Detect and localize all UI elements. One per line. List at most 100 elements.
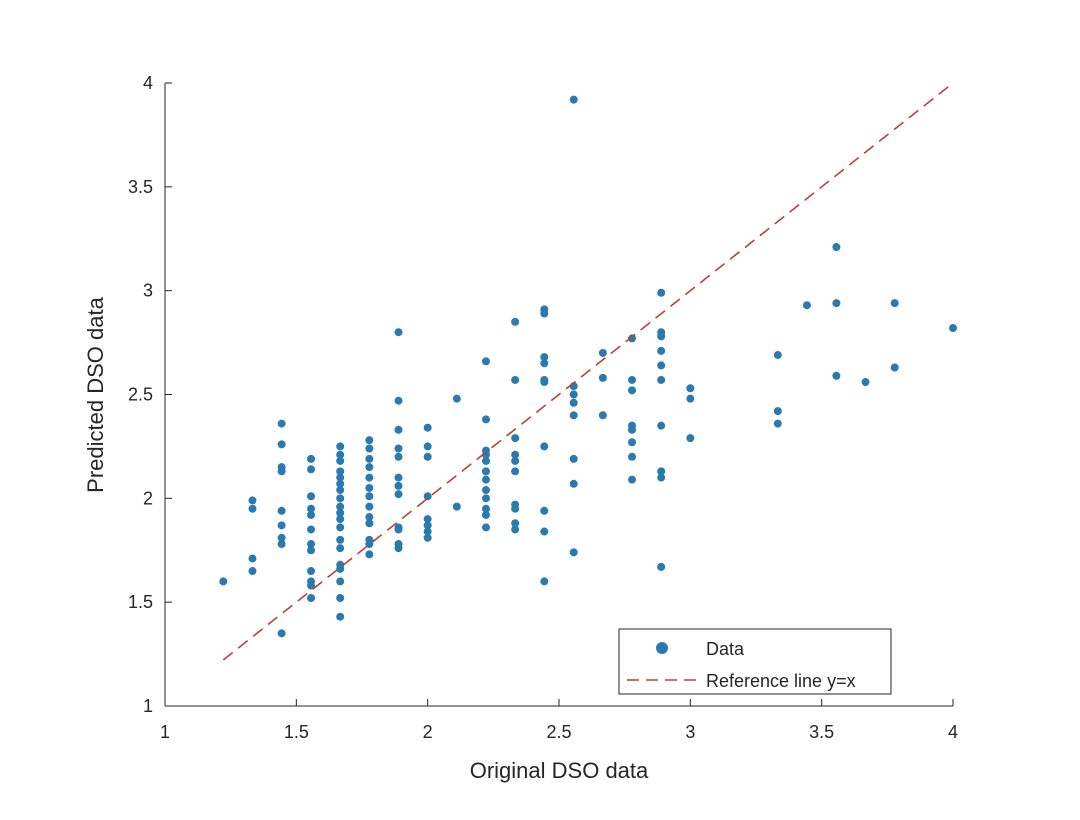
- data-point: [365, 540, 374, 549]
- x-tick-label: 2.5: [546, 722, 571, 742]
- data-point: [569, 454, 578, 463]
- data-point: [307, 492, 316, 501]
- data-point: [657, 467, 666, 476]
- data-point: [394, 544, 403, 553]
- data-point: [394, 444, 403, 453]
- reference-line: [222, 82, 954, 661]
- data-point: [481, 415, 490, 424]
- data-point: [336, 612, 345, 621]
- data-point: [365, 502, 374, 511]
- data-point: [394, 452, 403, 461]
- data-point: [423, 452, 432, 461]
- data-point: [511, 434, 520, 443]
- data-point: [336, 564, 345, 573]
- data-point: [598, 373, 607, 382]
- data-point: [394, 328, 403, 337]
- data-point: [657, 288, 666, 297]
- data-point: [307, 594, 316, 603]
- data-point: [423, 521, 432, 530]
- data-point: [569, 411, 578, 420]
- y-axis-label: Predicted DSO data: [83, 296, 108, 492]
- data-point: [365, 483, 374, 492]
- data-point: [657, 361, 666, 370]
- data-point: [540, 577, 549, 586]
- data-point: [481, 504, 490, 513]
- data-point: [336, 486, 345, 495]
- data-point: [336, 442, 345, 451]
- x-tick-label: 3.5: [809, 722, 834, 742]
- x-tick-label: 1.5: [284, 722, 309, 742]
- data-point: [394, 473, 403, 482]
- data-point: [277, 521, 286, 530]
- data-point: [890, 363, 899, 372]
- y-tick-label: 3.5: [128, 177, 153, 197]
- data-point: [336, 450, 345, 459]
- legend-marker-data: [656, 642, 668, 654]
- data-point: [511, 450, 520, 459]
- data-point: [540, 309, 549, 318]
- data-point: [628, 375, 637, 384]
- data-point: [423, 492, 432, 501]
- data-point: [336, 494, 345, 503]
- data-point: [657, 346, 666, 355]
- data-point: [365, 519, 374, 528]
- data-point: [481, 456, 490, 465]
- legend-label-reference: Reference line y=x: [706, 671, 856, 691]
- data-point: [248, 554, 257, 563]
- x-tick-label: 1: [160, 722, 170, 742]
- y-tick-label: 1.5: [128, 592, 153, 612]
- data-point: [277, 419, 286, 428]
- data-point: [657, 473, 666, 482]
- data-point: [336, 508, 345, 517]
- data-point: [832, 243, 841, 252]
- data-point: [511, 375, 520, 384]
- data-point: [511, 525, 520, 534]
- data-point: [219, 577, 228, 586]
- data-point: [277, 629, 286, 638]
- legend: Data Reference line y=x: [618, 628, 892, 695]
- data-point: [423, 527, 432, 536]
- x-tick-label: 3: [685, 722, 695, 742]
- data-point: [861, 378, 870, 387]
- data-point: [277, 533, 286, 542]
- data-point: [511, 519, 520, 528]
- data-point: [481, 510, 490, 519]
- data-point: [890, 299, 899, 308]
- data-point: [540, 442, 549, 451]
- data-point: [773, 419, 782, 428]
- data-point: [481, 467, 490, 476]
- data-point: [307, 465, 316, 474]
- data-point: [481, 450, 490, 459]
- data-point: [365, 463, 374, 472]
- y-tick-label: 1: [143, 696, 153, 716]
- data-point: [277, 506, 286, 515]
- data-point: [628, 334, 637, 343]
- data-point: [686, 394, 695, 403]
- data-point: [949, 324, 957, 333]
- data-point: [394, 525, 403, 534]
- x-tick-label: 4: [948, 722, 958, 742]
- data-point: [365, 550, 374, 559]
- data-point: [511, 467, 520, 476]
- data-point: [481, 494, 490, 503]
- data-point: [336, 594, 345, 603]
- data-point: [657, 421, 666, 430]
- data-point: [452, 394, 461, 403]
- legend-box: [618, 628, 892, 695]
- data-point: [657, 562, 666, 571]
- data-point: [569, 95, 578, 104]
- data-point: [802, 301, 811, 310]
- data-point: [481, 357, 490, 366]
- data-point: [481, 523, 490, 532]
- data-point: [307, 504, 316, 513]
- data-point: [394, 481, 403, 490]
- data-point: [598, 411, 607, 420]
- data-point: [423, 423, 432, 432]
- data-point: [336, 467, 345, 476]
- data-point: [307, 510, 316, 519]
- data-point: [540, 353, 549, 362]
- data-point: [628, 475, 637, 484]
- data-point: [511, 456, 520, 465]
- data-point: [336, 535, 345, 544]
